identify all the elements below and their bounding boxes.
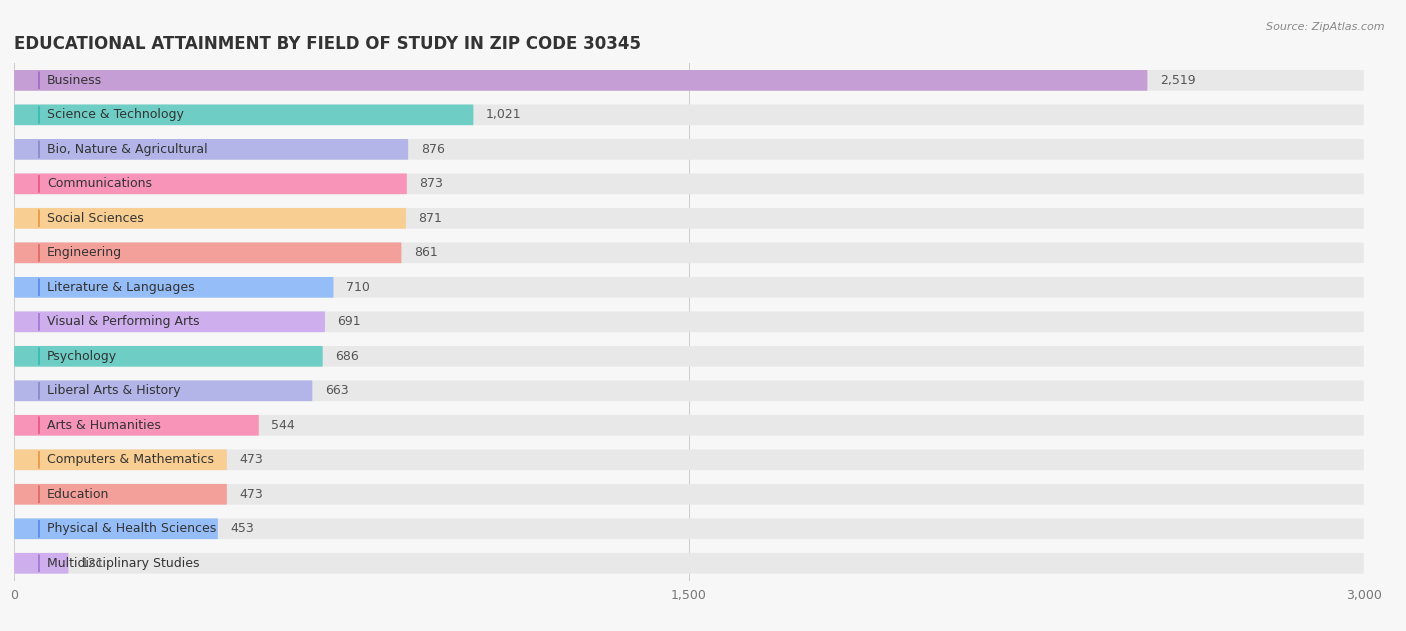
FancyBboxPatch shape [14, 70, 1147, 91]
Text: 710: 710 [346, 281, 370, 294]
FancyBboxPatch shape [14, 415, 259, 435]
Text: 544: 544 [271, 419, 295, 432]
FancyBboxPatch shape [14, 519, 1364, 539]
Text: Arts & Humanities: Arts & Humanities [46, 419, 160, 432]
Text: Education: Education [46, 488, 110, 501]
FancyBboxPatch shape [14, 105, 474, 125]
FancyBboxPatch shape [14, 70, 1364, 91]
Text: Visual & Performing Arts: Visual & Performing Arts [46, 316, 200, 328]
Text: 686: 686 [335, 350, 359, 363]
FancyBboxPatch shape [14, 380, 312, 401]
Text: Computers & Mathematics: Computers & Mathematics [46, 453, 214, 466]
FancyBboxPatch shape [14, 553, 69, 574]
Text: 2,519: 2,519 [1160, 74, 1195, 87]
FancyBboxPatch shape [14, 380, 1364, 401]
Text: Engineering: Engineering [46, 246, 122, 259]
Text: Liberal Arts & History: Liberal Arts & History [46, 384, 180, 398]
FancyBboxPatch shape [14, 139, 1364, 160]
Text: Science & Technology: Science & Technology [46, 109, 184, 121]
FancyBboxPatch shape [14, 174, 1364, 194]
FancyBboxPatch shape [14, 139, 408, 160]
Text: Business: Business [46, 74, 103, 87]
FancyBboxPatch shape [14, 277, 333, 298]
FancyBboxPatch shape [14, 415, 1364, 435]
FancyBboxPatch shape [14, 208, 1364, 228]
FancyBboxPatch shape [14, 484, 226, 505]
Text: 691: 691 [337, 316, 361, 328]
Text: Communications: Communications [46, 177, 152, 191]
Text: 121: 121 [82, 557, 104, 570]
Text: 473: 473 [239, 453, 263, 466]
FancyBboxPatch shape [14, 312, 1364, 332]
FancyBboxPatch shape [14, 242, 402, 263]
FancyBboxPatch shape [14, 312, 325, 332]
FancyBboxPatch shape [14, 277, 1364, 298]
FancyBboxPatch shape [14, 105, 1364, 125]
Text: Psychology: Psychology [46, 350, 117, 363]
FancyBboxPatch shape [14, 449, 226, 470]
FancyBboxPatch shape [14, 449, 1364, 470]
Text: 873: 873 [419, 177, 443, 191]
FancyBboxPatch shape [14, 346, 1364, 367]
Text: 663: 663 [325, 384, 349, 398]
Text: 861: 861 [413, 246, 437, 259]
Text: Multidisciplinary Studies: Multidisciplinary Studies [46, 557, 200, 570]
FancyBboxPatch shape [14, 174, 406, 194]
FancyBboxPatch shape [14, 346, 323, 367]
Text: Source: ZipAtlas.com: Source: ZipAtlas.com [1267, 22, 1385, 32]
Text: Bio, Nature & Agricultural: Bio, Nature & Agricultural [46, 143, 208, 156]
Text: 876: 876 [420, 143, 444, 156]
FancyBboxPatch shape [14, 484, 1364, 505]
FancyBboxPatch shape [14, 519, 218, 539]
Text: 871: 871 [419, 212, 443, 225]
Text: Literature & Languages: Literature & Languages [46, 281, 194, 294]
Text: Social Sciences: Social Sciences [46, 212, 143, 225]
FancyBboxPatch shape [14, 553, 1364, 574]
Text: 453: 453 [231, 522, 254, 535]
FancyBboxPatch shape [14, 208, 406, 228]
Text: EDUCATIONAL ATTAINMENT BY FIELD OF STUDY IN ZIP CODE 30345: EDUCATIONAL ATTAINMENT BY FIELD OF STUDY… [14, 35, 641, 53]
FancyBboxPatch shape [14, 242, 1364, 263]
Text: 1,021: 1,021 [486, 109, 522, 121]
Text: Physical & Health Sciences: Physical & Health Sciences [46, 522, 217, 535]
Text: 473: 473 [239, 488, 263, 501]
